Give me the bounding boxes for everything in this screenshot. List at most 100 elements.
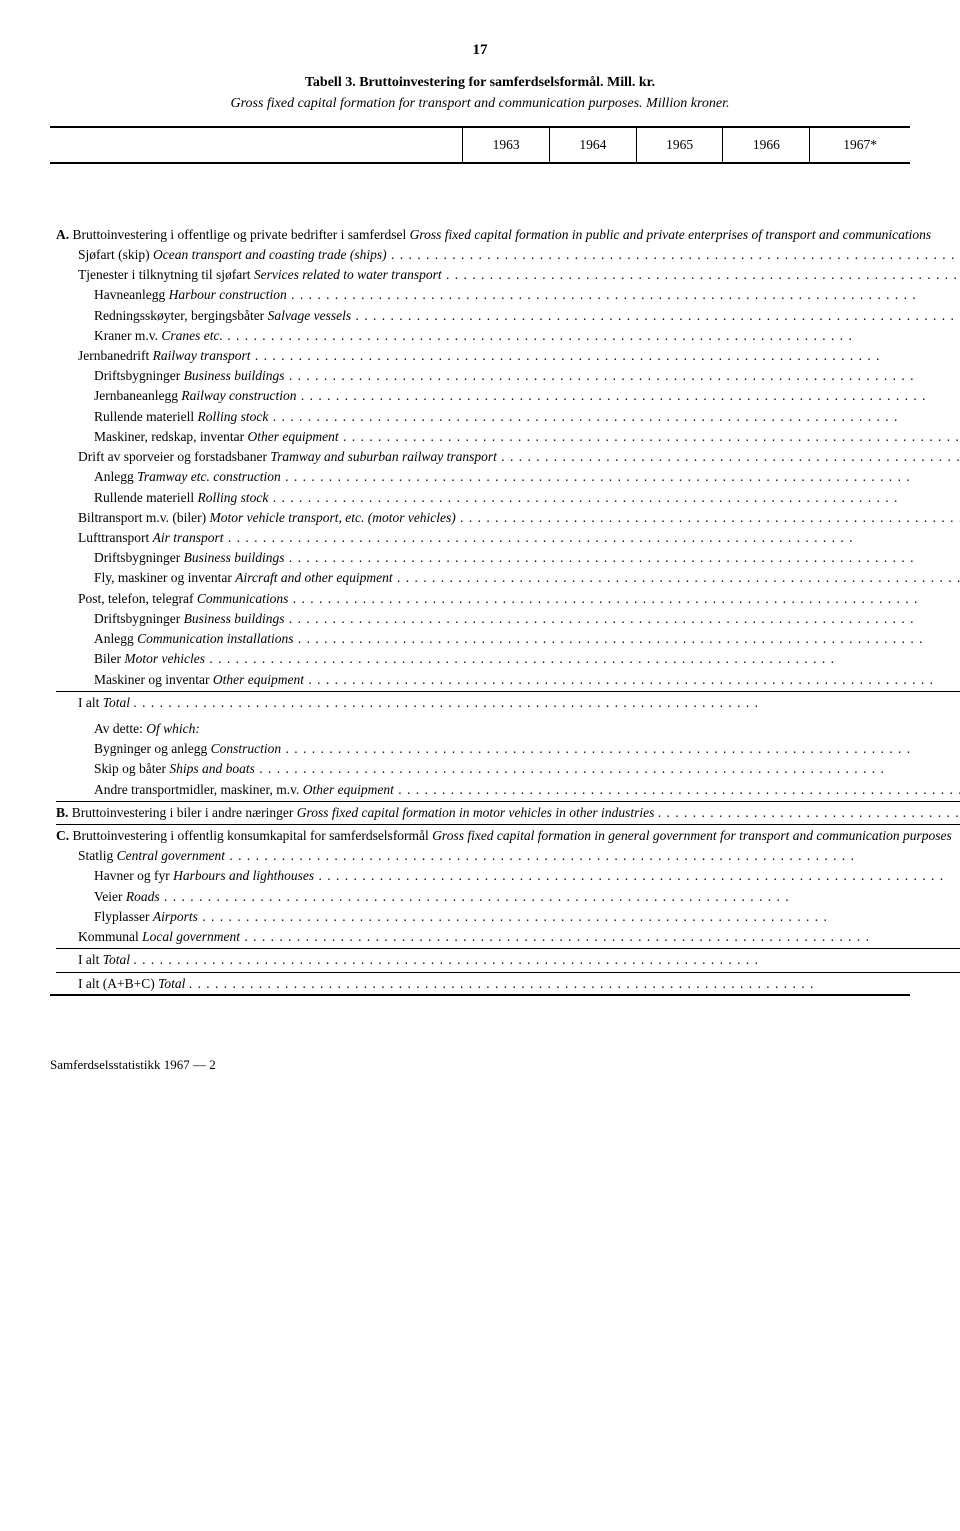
row-label-en: Other equipment <box>213 672 304 687</box>
dot-leader <box>314 868 944 883</box>
rule-c-total <box>56 948 960 949</box>
row-label-no: Post, telefon, telegraf <box>78 591 197 606</box>
table-row: Anlegg Tramway etc. construction10111314… <box>50 467 960 487</box>
row-label-no: Kraner m.v. <box>94 328 161 343</box>
table-row: Anlegg Communication installations164154… <box>50 629 960 649</box>
grand-total-row: I alt (A+B+C) Total 6 782 6 908 8 106 8 … <box>50 974 960 994</box>
section-b-heading-en: Gross fixed capital formation in motor v… <box>297 805 655 820</box>
year-1965: 1965 <box>636 128 723 162</box>
section-a-heading-no: Bruttoinvestering i offentlige og privat… <box>73 227 407 242</box>
row-label-no: Biltransport m.v. (biler) <box>78 510 209 525</box>
dot-leader <box>304 672 934 687</box>
table-row: Lufttransport Air transport849786152154 <box>50 528 960 548</box>
row-label-en: Other equipment <box>248 429 339 444</box>
a-total-no: I alt <box>78 695 99 710</box>
section-b-heading-no: Bruttoinvestering i biler i andre næring… <box>72 805 294 820</box>
section-c-heading: C. Bruttoinvestering i offentlig konsumk… <box>50 826 960 846</box>
row-label-no: Redningsskøyter, bergingsbåter <box>94 308 268 323</box>
row-label-no: Driftsbygninger <box>94 368 184 383</box>
year-header-row: 1963 1964 1965 1966 1967* <box>50 128 910 162</box>
dot-leader <box>393 570 960 585</box>
dot-leader <box>225 848 855 863</box>
current-prices-row: Løpende priser At current market prices <box>50 164 960 224</box>
dot-leader <box>268 409 898 424</box>
table-subtitle: Gross fixed capital formation for transp… <box>50 95 910 114</box>
dot-leader <box>394 782 960 797</box>
row-label-en: Other equipment <box>303 782 394 797</box>
row-label-en: Ocean transport and coasting trade (ship… <box>153 247 387 262</box>
row-label-en: Services related to water transport <box>254 267 442 282</box>
row-label-no: Driftsbygninger <box>94 550 184 565</box>
row-label-en: Airports <box>153 909 198 924</box>
a-total-en: Total <box>103 695 130 710</box>
table-row: Maskiner og inventar Other equipment1351… <box>50 670 960 690</box>
table-row: Jernbaneanlegg Railway construction21022… <box>50 386 960 406</box>
dot-leader <box>288 591 918 606</box>
table-row: Jernbanedrift Railway transport383432426… <box>50 346 960 366</box>
row-label-no: Driftsbygninger <box>94 611 184 626</box>
table-row: Rullende materiell Rolling stock13814814… <box>50 407 960 427</box>
year-1964: 1964 <box>550 128 637 162</box>
row-label-no: Drift av sporveier og forstadsbaner <box>78 449 270 464</box>
table-row: Drift av sporveier og forstadsbaner Tram… <box>50 447 960 467</box>
row-label-en: Air transport <box>153 530 224 545</box>
rule-grand <box>56 972 960 973</box>
row-label-en: Cranes etc. <box>161 328 223 343</box>
row-label-en: Motor vehicles <box>124 651 205 666</box>
section-a-heading-en: Gross fixed capital formation in public … <box>410 227 931 242</box>
row-label-no: Anlegg <box>94 469 137 484</box>
table-row: Statlig Central government61373879384095… <box>50 846 960 866</box>
row-label-no: Lufttransport <box>78 530 153 545</box>
row-label-en: Harbours and lighthouses <box>173 868 314 883</box>
section-a-letter: A. <box>56 227 69 242</box>
row-label-no: Havneanlegg <box>94 287 169 302</box>
row-label-en: Business buildings <box>184 368 285 383</box>
section-c-letter: C. <box>56 828 69 843</box>
section-c-heading-no: Bruttoinvestering i offentlig konsumkapi… <box>73 828 429 843</box>
row-label-no: Fly, maskiner og inventar <box>94 570 235 585</box>
table-title: Tabell 3. Bruttoinvestering for samferds… <box>50 74 910 93</box>
row-label-en: Rolling stock <box>197 409 268 424</box>
c-total-no: I alt <box>78 952 99 967</box>
row-label-en: Railway construction <box>181 388 296 403</box>
year-1967: 1967* <box>810 128 910 162</box>
row-label-en: Communications <box>197 591 289 606</box>
data-table-body: Løpende priser At current market prices … <box>50 164 960 994</box>
row-label-no: Veier <box>94 889 126 904</box>
dot-leader <box>240 929 870 944</box>
row-label-no: Bygninger og anlegg <box>94 741 211 756</box>
table-row: Driftsbygninger Business buildings162837… <box>50 366 960 386</box>
dot-leader <box>223 328 853 343</box>
row-label-en: Salvage vessels <box>268 308 352 323</box>
dot-leader <box>294 631 924 646</box>
table-row: Havneanlegg Harbour construction36404449… <box>50 285 960 305</box>
dot-leader <box>339 429 960 444</box>
section-b-row: B. Bruttoinvestering i biler i andre nær… <box>50 803 960 823</box>
table-row: Kommunal Local government465494602647740 <box>50 927 960 947</box>
dot-leader <box>351 308 960 323</box>
row-label-no: Statlig <box>78 848 117 863</box>
grand-total-en: Total <box>158 976 185 991</box>
table-row: Biler Motor vehicles5991313 <box>50 649 960 669</box>
title-main: Tabell 3. Bruttoinvestering for samferds… <box>305 75 655 90</box>
dot-leader <box>268 490 898 505</box>
c-total-en: Total <box>103 952 130 967</box>
rule-b <box>56 801 960 802</box>
rule-c <box>56 824 960 825</box>
row-label-no: Rullende materiell <box>94 490 197 505</box>
dot-leader <box>442 267 960 282</box>
row-label-en: Central government <box>117 848 225 863</box>
table-row: Biltransport m.v. (biler) Motor vehicle … <box>50 508 960 528</box>
table-row: Driftsbygninger Business buildings———52 <box>50 548 960 568</box>
row-label-no: Havner og fyr <box>94 868 173 883</box>
dot-leader <box>296 388 926 403</box>
section-a-heading: A. Bruttoinvestering i offentlige og pri… <box>50 225 960 245</box>
dot-leader <box>250 348 880 363</box>
dot-leader <box>456 510 960 525</box>
row-label-no: Biler <box>94 651 124 666</box>
table-row: Tjenester i tilknytning til sjøfart Serv… <box>50 265 960 285</box>
row-label-en: Construction <box>211 741 282 756</box>
row-label-en: Railway transport <box>153 348 251 363</box>
row-label-en: Tramway and suburban railway transport <box>270 449 497 464</box>
row-label-en: Business buildings <box>184 550 285 565</box>
